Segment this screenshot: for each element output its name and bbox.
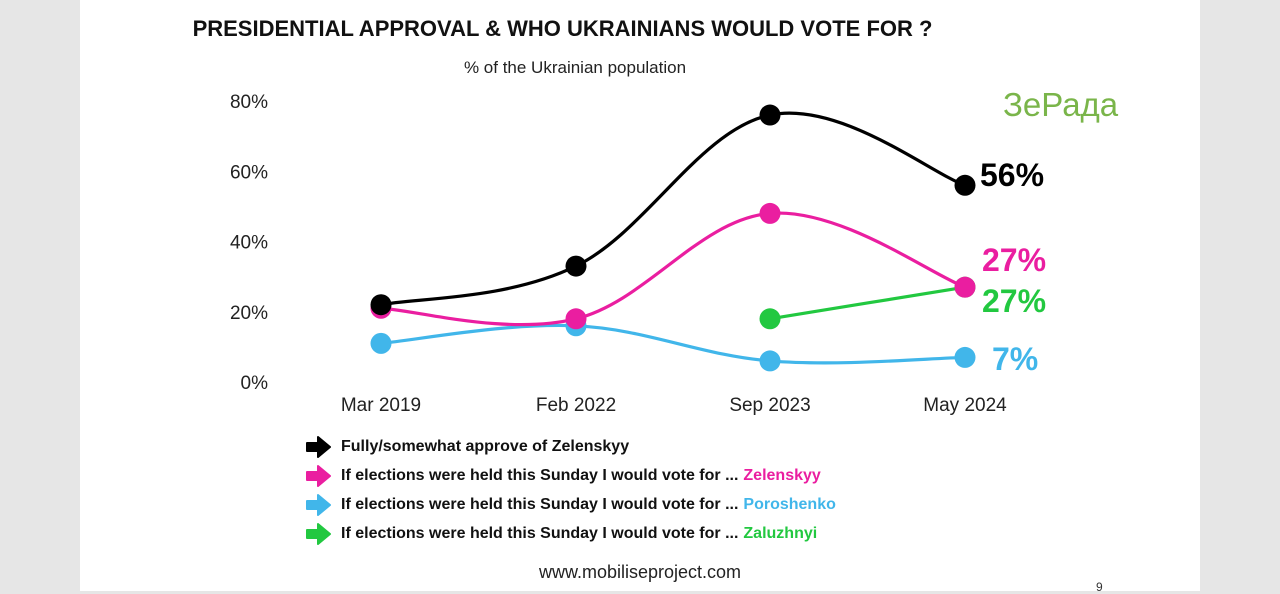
end-value-label: 56% [980, 157, 1044, 193]
arrow-right-icon [306, 464, 331, 487]
y-tick-label: 60% [230, 162, 268, 183]
data-point [759, 308, 781, 330]
source-url: www.mobiliseproject.com [538, 562, 742, 582]
legend-item: If elections were held this Sunday I wou… [305, 461, 836, 490]
arrow-right-icon [306, 493, 331, 516]
legend-label: If elections were held this Sunday I wou… [341, 524, 739, 542]
y-tick-label: 0% [241, 373, 269, 394]
y-tick-label: 40% [230, 233, 268, 254]
arrow-right-icon [306, 435, 331, 458]
legend-candidate-name: Zelenskyy [743, 466, 821, 484]
legend-candidate-name: Poroshenko [743, 495, 836, 513]
data-point [954, 346, 976, 368]
legend-item: If elections were held this Sunday I wou… [305, 519, 836, 548]
data-point [759, 350, 781, 372]
end-value-label: 27% [982, 242, 1046, 278]
data-point [954, 276, 976, 298]
data-point [954, 174, 976, 196]
series-line-zelenskyy [379, 211, 967, 327]
legend-label: Fully/somewhat approve of Zelenskyy [341, 437, 630, 455]
chart-subtitle: % of the Ukrainian population [463, 58, 687, 77]
arrow-right-icon [306, 522, 331, 545]
x-tick-label: Sep 2023 [729, 395, 810, 416]
legend-item: If elections were held this Sunday I wou… [305, 490, 836, 519]
data-point [565, 255, 587, 277]
series-line-poroshenko [379, 323, 967, 365]
legend-label: If elections were held this Sunday I wou… [341, 495, 739, 513]
chart-page [80, 0, 1200, 591]
legend-label: If elections were held this Sunday I wou… [341, 466, 739, 484]
x-tick-label: May 2024 [923, 395, 1007, 416]
chart-title: PRESIDENTIAL APPROVAL & WHO UKRAINIANS W… [192, 16, 933, 41]
legend-item: Fully/somewhat approve of Zelenskyy [305, 432, 836, 461]
watermark-text: ЗеРада [1003, 86, 1119, 123]
data-point [759, 202, 781, 224]
x-tick-label: Feb 2022 [536, 395, 616, 416]
data-point [565, 308, 587, 330]
x-tick-label: Mar 2019 [341, 395, 421, 416]
series-line- [379, 111, 967, 307]
data-point [759, 104, 781, 126]
page-number: 9 [1096, 580, 1103, 594]
series-line-zaluzhnyi [768, 285, 967, 321]
y-tick-label: 80% [230, 92, 268, 113]
data-point [370, 332, 392, 354]
y-tick-label: 20% [230, 303, 268, 324]
end-value-label: 7% [992, 341, 1038, 377]
chart-legend: Fully/somewhat approve of Zelenskyy If el… [305, 432, 836, 548]
legend-candidate-name: Zaluzhnyi [743, 524, 818, 542]
end-value-label: 27% [982, 283, 1046, 319]
data-point [370, 294, 392, 316]
